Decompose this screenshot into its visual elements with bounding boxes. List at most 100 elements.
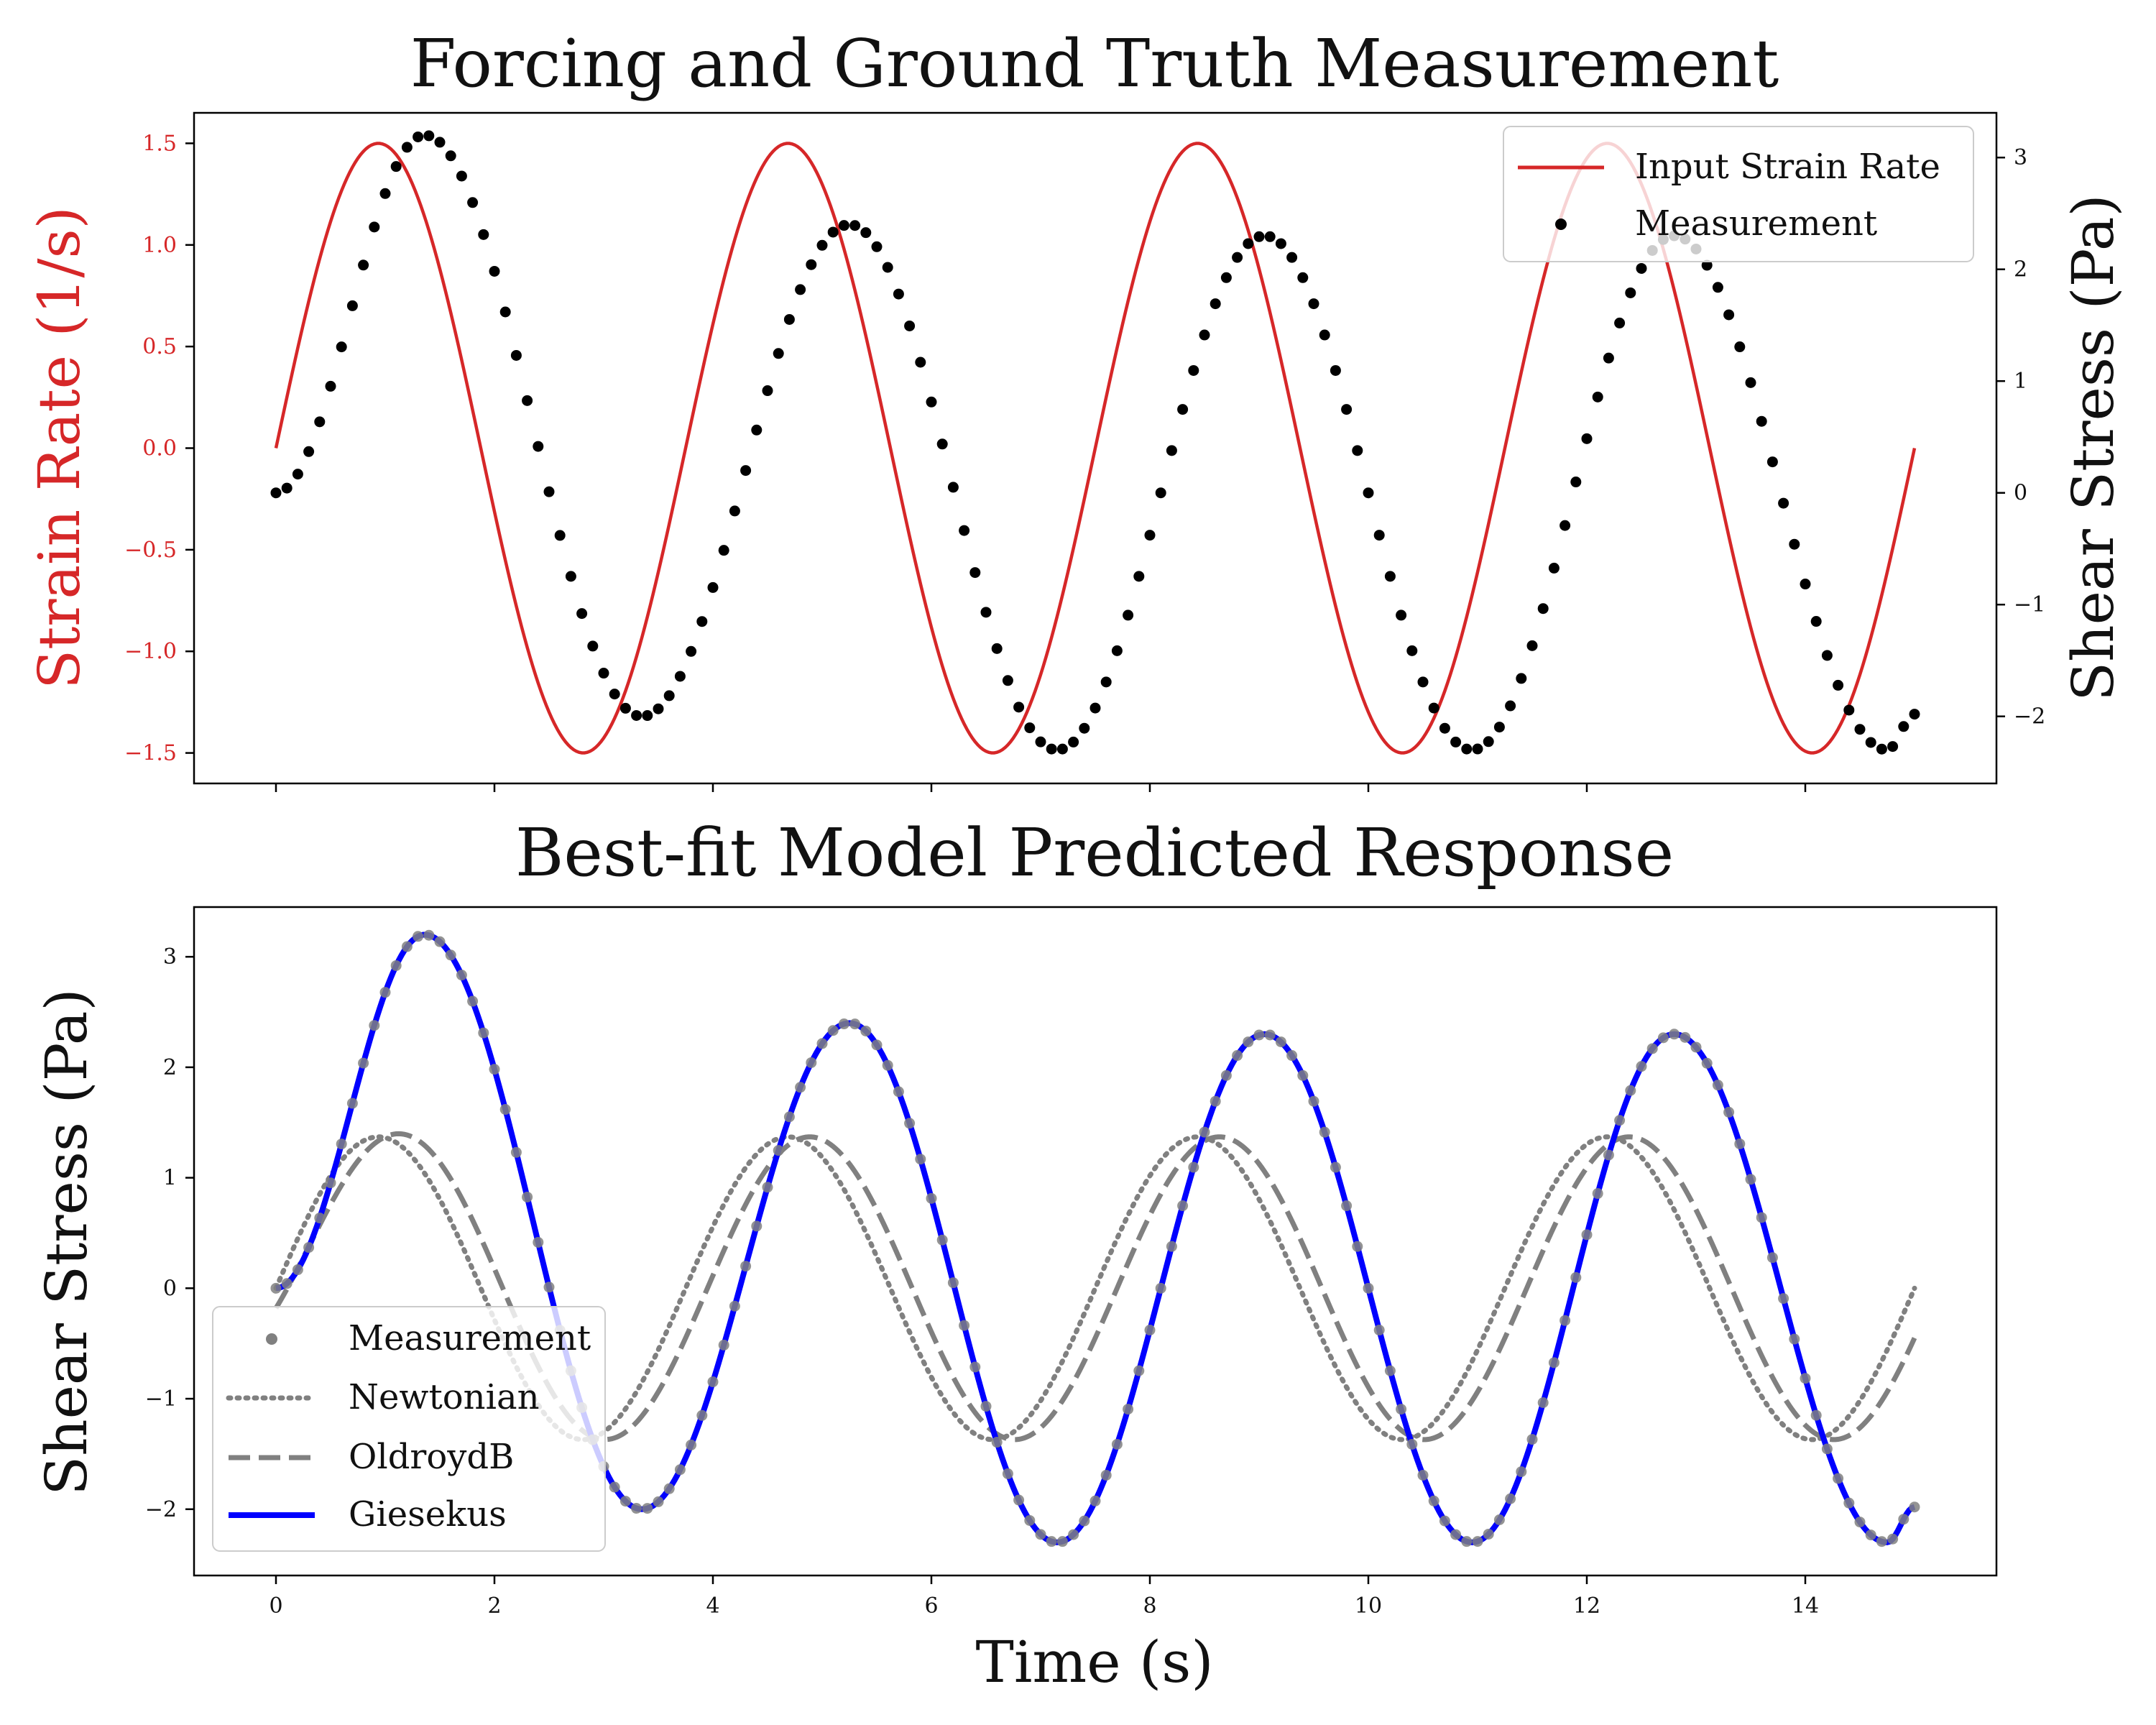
measurement-point: [696, 616, 708, 627]
measurement-point: [1734, 1138, 1746, 1149]
measurement-point: [969, 567, 981, 579]
measurement-point: [1275, 1036, 1286, 1048]
measurement-point: [1483, 736, 1494, 748]
measurement-point: [413, 131, 424, 142]
x-tick-label: 8: [1143, 1593, 1156, 1619]
measurement-point: [1024, 722, 1036, 734]
measurement-point: [1199, 1126, 1210, 1138]
measurement-point: [1570, 477, 1582, 488]
measurement-point: [959, 1320, 970, 1331]
measurement-point: [1166, 1241, 1177, 1252]
measurement-point: [1887, 1533, 1899, 1545]
measurement-point: [1079, 1515, 1090, 1527]
measurement-point: [401, 142, 413, 153]
measurement-point: [729, 1300, 740, 1312]
measurement-point: [1833, 1473, 1844, 1484]
measurement-point: [969, 1361, 981, 1373]
measurement-point: [1537, 603, 1549, 615]
legend-input-strain-rate-label: Input Strain Rate: [1635, 147, 1940, 187]
measurement-point: [882, 1059, 893, 1071]
measurement-point: [1373, 530, 1385, 541]
measurement-point: [991, 643, 1003, 654]
measurement-point: [314, 1213, 326, 1224]
measurement-point: [1308, 1095, 1319, 1107]
measurement-point: [707, 581, 719, 593]
measurement-point: [445, 150, 456, 162]
measurement-point: [926, 1192, 937, 1204]
measurement-point: [1560, 520, 1571, 531]
bottom-plot-frame: [193, 906, 1998, 1577]
measurement-point: [663, 1483, 675, 1494]
measurement-point: [926, 396, 937, 408]
measurement-point: [947, 1277, 959, 1289]
y-tick-label: 1: [163, 1166, 177, 1191]
measurement-point: [369, 1020, 380, 1031]
measurement-point: [729, 505, 740, 517]
measurement-point: [423, 929, 435, 941]
measurement-point: [1144, 530, 1156, 541]
measurement-point: [325, 380, 336, 392]
measurement-point: [489, 265, 500, 277]
measurement-point: [336, 341, 347, 353]
top-y-axis-label: Strain Rate (1/s): [26, 206, 93, 689]
measurement-point: [849, 220, 861, 231]
measurement-point: [379, 188, 391, 199]
measurement-point: [1068, 736, 1079, 748]
measurement-point: [1472, 1536, 1483, 1547]
measurement-point: [1461, 1536, 1473, 1547]
measurement-point: [619, 1496, 631, 1507]
measurement-point: [947, 482, 959, 493]
top-legend-box: [1503, 126, 1974, 262]
measurement-point: [1188, 1162, 1199, 1173]
measurement-point: [1243, 1036, 1254, 1048]
measurement-point: [1396, 610, 1407, 621]
legend-measurement-marker: [1555, 218, 1567, 230]
measurement-point: [1330, 1162, 1341, 1173]
measurement-point: [1887, 741, 1899, 753]
measurement-point: [1199, 329, 1210, 341]
measurement-point: [1636, 1061, 1647, 1072]
measurement-point: [565, 571, 576, 582]
y-tick-label: 0.5: [142, 334, 177, 359]
measurement-point: [871, 1039, 883, 1051]
measurement-point: [346, 300, 358, 311]
legend-measurement-gray-marker: [266, 1333, 277, 1345]
top-chart: Forcing and Ground Truth Measurement −1.…: [26, 25, 2127, 792]
measurement-point: [609, 1481, 620, 1493]
measurement-point: [1297, 272, 1309, 283]
measurement-point: [522, 1191, 533, 1202]
measurement-point: [1821, 650, 1833, 661]
measurement-point: [1056, 743, 1068, 755]
measurement-point: [1079, 722, 1090, 734]
measurement-point: [379, 987, 391, 998]
bottom-y-axis-label: Shear Stress (Pa): [33, 988, 100, 1495]
measurement-point: [1232, 1050, 1243, 1062]
measurement-point: [1854, 724, 1866, 735]
measurement-point: [696, 1409, 708, 1421]
measurement-point: [1766, 456, 1778, 468]
measurement-point: [1898, 721, 1909, 732]
measurement-point: [1264, 231, 1276, 242]
measurement-point: [816, 239, 828, 251]
measurement-point: [871, 241, 883, 252]
measurement-point: [1406, 645, 1418, 656]
measurement-point: [1439, 722, 1450, 734]
measurement-point: [1220, 1070, 1232, 1081]
measurement-point: [533, 1236, 544, 1248]
bottom-legend-box: [212, 1306, 606, 1552]
measurement-point: [1253, 231, 1265, 242]
measurement-point: [642, 710, 653, 722]
measurement-point: [1220, 272, 1232, 283]
measurement-point: [1909, 1501, 1920, 1513]
measurement-point: [860, 1025, 872, 1036]
measurement-point: [1712, 1080, 1723, 1091]
measurement-point: [533, 441, 544, 452]
measurement-point: [806, 1057, 817, 1068]
top-y2-axis-label: Shear Stress (Pa): [2060, 194, 2127, 701]
measurement-point: [1373, 1325, 1385, 1336]
measurement-point: [281, 482, 292, 494]
measurement-point: [1548, 562, 1560, 574]
measurement-point: [1483, 1528, 1494, 1540]
measurement-point: [510, 1146, 522, 1158]
